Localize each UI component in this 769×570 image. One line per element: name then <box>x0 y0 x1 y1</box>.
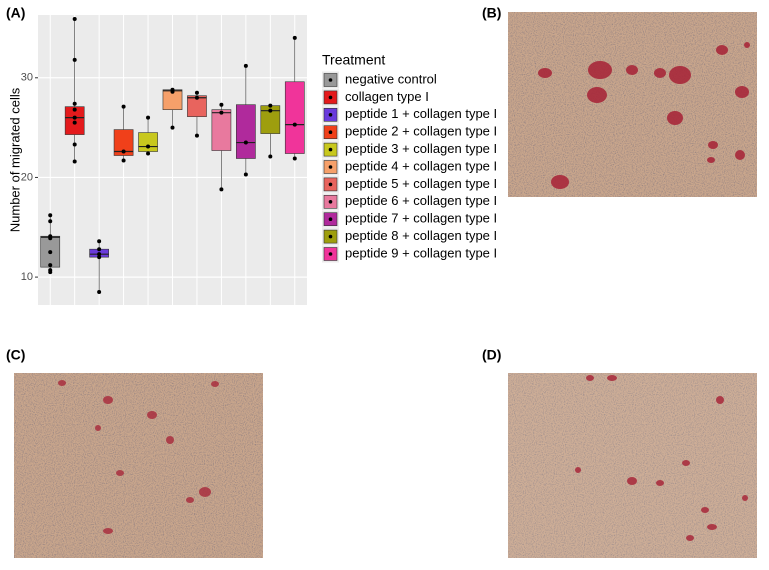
legend-label: peptide 8 + collagen type I <box>345 228 497 243</box>
data-point <box>268 108 273 113</box>
box <box>211 109 232 151</box>
data-point <box>72 16 77 21</box>
data-point <box>194 90 199 95</box>
micrograph <box>508 373 757 558</box>
legend-label: peptide 6 + collagen type I <box>345 193 497 208</box>
legend-dot <box>328 113 333 117</box>
y-tick-label: 20 <box>21 171 33 183</box>
data-point <box>121 149 126 154</box>
data-point <box>170 125 175 130</box>
data-point <box>72 107 77 112</box>
y-tick-label: 30 <box>21 72 33 84</box>
data-point <box>268 103 273 108</box>
data-point <box>146 115 151 120</box>
data-point <box>48 236 53 241</box>
legend-dot <box>328 130 333 134</box>
micrograph <box>14 373 263 558</box>
data-point <box>48 270 53 275</box>
legend-label: peptide 5 + collagen type I <box>345 176 497 191</box>
data-point <box>292 122 297 127</box>
data-point <box>194 95 199 100</box>
data-point <box>48 250 53 255</box>
legend-dot <box>328 217 333 221</box>
data-point <box>72 142 77 147</box>
legend-label: peptide 2 + collagen type I <box>345 124 497 139</box>
legend-dot <box>328 95 333 100</box>
legend-label: peptide 7 + collagen type I <box>345 211 497 226</box>
data-point <box>292 156 297 161</box>
data-point <box>48 263 53 268</box>
legend-dot <box>328 182 333 187</box>
data-point <box>72 159 77 164</box>
legend-dot <box>328 252 333 256</box>
data-point <box>121 104 126 109</box>
data-point <box>292 35 297 40</box>
legend-title: Treatment <box>322 52 385 68</box>
data-point <box>72 120 77 125</box>
legend-dot <box>328 147 333 152</box>
box <box>138 132 158 152</box>
data-point <box>48 213 53 218</box>
legend-label: peptide 9 + collagen type I <box>345 245 497 260</box>
data-point <box>121 158 126 163</box>
data-point <box>219 110 224 115</box>
data-point <box>97 255 102 260</box>
legend-dot <box>328 78 333 82</box>
data-point <box>268 154 273 159</box>
data-point <box>48 219 53 224</box>
data-point <box>170 89 175 94</box>
legend-label: negative control <box>345 71 437 86</box>
box <box>284 81 305 154</box>
data-point <box>146 151 151 156</box>
data-point <box>72 115 77 120</box>
data-point <box>97 247 102 252</box>
data-point <box>97 290 102 295</box>
legend-label: peptide 1 + collagen type I <box>345 106 497 121</box>
data-point <box>243 140 248 145</box>
panel-label: (D) <box>482 347 501 363</box>
data-point <box>97 239 102 244</box>
data-point <box>243 172 248 177</box>
legend-dot <box>328 200 333 204</box>
y-axis-label: Number of migrated cells <box>7 87 22 232</box>
data-point <box>219 187 224 192</box>
legend-label: collagen type I <box>345 89 429 104</box>
data-point <box>97 252 102 257</box>
data-point <box>72 101 77 106</box>
data-point <box>243 63 248 68</box>
panel-label: (C) <box>6 347 25 363</box>
box <box>113 129 134 156</box>
data-point <box>72 57 77 62</box>
data-point <box>194 133 199 138</box>
micrograph <box>508 12 757 197</box>
panel-label: (A) <box>6 5 25 21</box>
panel-label: (B) <box>482 5 501 21</box>
box <box>236 104 256 159</box>
y-tick-label: 10 <box>21 271 33 283</box>
legend-label: peptide 4 + collagen type I <box>345 158 497 173</box>
data-point <box>146 144 151 149</box>
legend-dot <box>328 234 333 239</box>
data-point <box>219 102 224 107</box>
legend-dot <box>328 165 333 169</box>
legend-label: peptide 3 + collagen type I <box>345 141 497 156</box>
